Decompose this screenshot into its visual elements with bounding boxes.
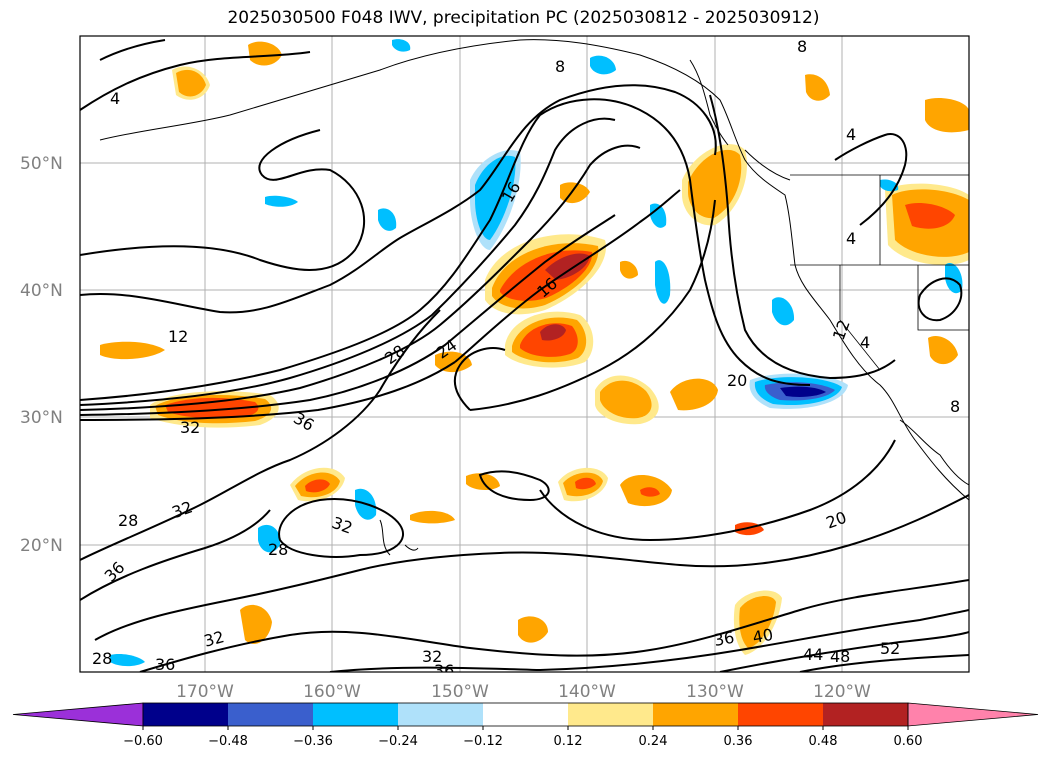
contour-label-8b: 8 [797,37,807,56]
colorbar-tick-label: 0.24 [639,734,668,749]
colorbar-segment [738,703,823,726]
colorbar: −0.60 −0.48 −0.36 −0.24 −0.12 0.12 0.24 0.36 0.4… [12,702,1039,749]
colorbar-segment [483,703,568,726]
precip-positive [100,41,969,655]
lat-axis: 50°N 40°N 30°N 20°N [20,154,63,556]
colorbar-extend-low [12,702,144,727]
contour-label-8c: 8 [950,397,960,416]
colorbar-segment [568,703,653,726]
contour-label-32d: 32 [202,627,227,651]
colorbar-segment [823,703,908,726]
colorbar-extend-high [907,702,1039,727]
colorbar-segment [398,703,483,726]
contour-label-12: 12 [168,327,188,346]
contour-label-36d: 36 [434,661,454,680]
contour-label-44: 44 [803,645,823,664]
lon-axis: 170°W 160°W 150°W 140°W 130°W 120°W [176,682,871,702]
contour-label-48: 48 [830,647,850,666]
colorbar-tick-label: −0.24 [378,734,418,749]
colorbar-segment [313,703,398,726]
contour-labels: 4 8 12 16 16 20 20 24 28 28 28 28 32 32 … [92,37,960,680]
colorbar-tick-label: 0.36 [724,734,753,749]
lat-label-30n: 30°N [20,408,63,428]
colorbar-segment [228,703,313,726]
contour-label-52: 52 [880,639,900,658]
contour-label-28b: 28 [118,511,138,530]
contour-label-28d: 28 [92,649,112,668]
map-title: 2025030500 F048 IWV, precipitation PC (2… [227,8,820,28]
contour-label-4c: 4 [846,229,856,248]
colorbar-tick-label: −0.48 [208,734,248,749]
iwv-contours [80,39,969,672]
contour-label-4d: 4 [860,333,870,352]
colorbar-tick-label: 0.60 [894,734,923,749]
contour-label-36c: 36 [155,655,175,674]
lon-label-120w: 120°W [813,682,871,702]
contour-label-28c: 28 [268,540,288,559]
lon-label-150w: 150°W [431,682,489,702]
colorbar-segment [143,703,228,726]
colorbar-outline [142,702,909,727]
contour-label-20a: 20 [727,371,747,390]
lat-label-20n: 20°N [20,536,63,556]
lon-label-170w: 170°W [176,682,234,702]
colorbar-tick-label: −0.12 [463,734,503,749]
contour-label-32e: 32 [422,647,442,666]
precip-negative [110,39,963,667]
lat-label-40n: 40°N [20,281,63,301]
map-frame [79,35,970,673]
lon-label-160w: 160°W [303,682,361,702]
lon-label-130w: 130°W [686,682,744,702]
contour-label-8: 8 [555,57,565,76]
contour-label-4b: 4 [846,125,856,144]
contour-label-4: 4 [110,89,120,108]
colorbar-tick-label: 0.48 [809,734,838,749]
colorbar-tick-label: −0.60 [123,734,163,749]
lat-label-50n: 50°N [20,154,63,174]
lon-label-140w: 140°W [558,682,616,702]
colorbar-segment [653,703,738,726]
borders [790,174,969,371]
coastlines [99,39,969,556]
contour-label-40: 40 [751,625,774,647]
colorbar-tick-label: −0.36 [293,734,333,749]
contour-label-36e: 36 [712,628,735,650]
colorbar-tick-label: 0.12 [554,734,583,749]
contour-label-32a: 32 [180,418,200,437]
